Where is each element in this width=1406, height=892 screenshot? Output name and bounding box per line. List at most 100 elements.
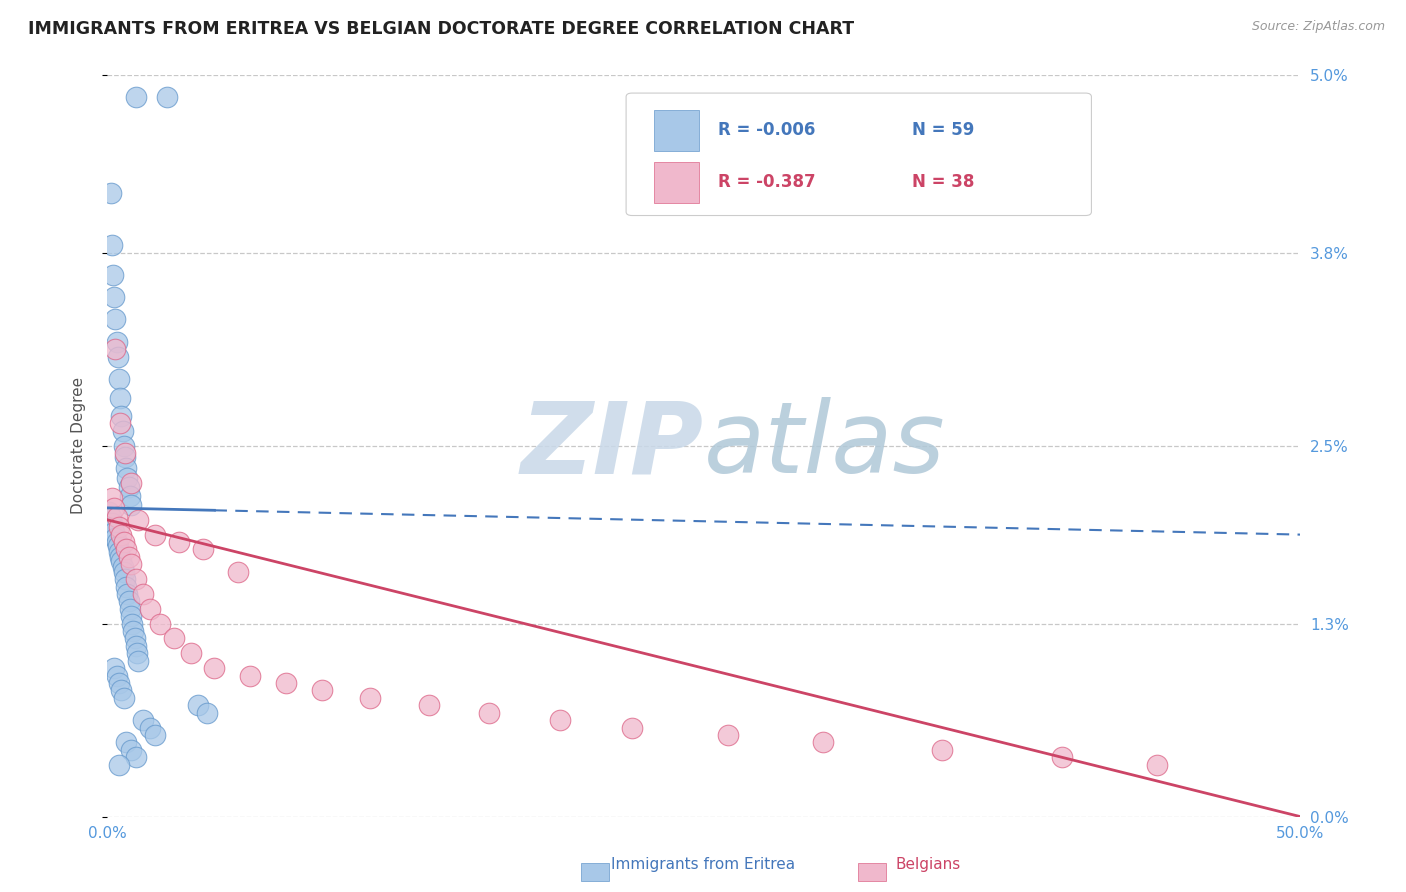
Point: [1050, 750, 1073, 764]
Point: [132, 587, 155, 601]
Point: [103, 661, 125, 675]
FancyBboxPatch shape: [654, 110, 699, 151]
Point: [139, 602, 162, 616]
Point: [121, 616, 143, 631]
Point: [125, 572, 148, 586]
Point: [101, 520, 124, 534]
Point: [114, 572, 136, 586]
FancyBboxPatch shape: [626, 93, 1091, 216]
Point: [117, 594, 139, 608]
Point: [108, 676, 131, 690]
Point: [103, 500, 125, 515]
Point: [125, 750, 148, 764]
Point: [139, 721, 162, 735]
Point: [125, 639, 148, 653]
Point: [100, 509, 122, 524]
Point: [311, 683, 333, 698]
Point: [811, 735, 834, 749]
Point: [132, 713, 155, 727]
Point: [118, 602, 141, 616]
Point: [98, 505, 121, 519]
Point: [274, 676, 297, 690]
Point: [110, 409, 132, 423]
Point: [115, 542, 138, 557]
Point: [118, 489, 141, 503]
Point: [108, 391, 131, 405]
Point: [931, 743, 953, 757]
Point: [108, 549, 131, 564]
Point: [103, 290, 125, 304]
Point: [110, 527, 132, 541]
Point: [110, 554, 132, 568]
Point: [148, 616, 170, 631]
Point: [115, 735, 138, 749]
Point: [112, 690, 135, 705]
Point: [108, 372, 131, 386]
Point: [124, 632, 146, 646]
Point: [239, 668, 262, 682]
Point: [187, 698, 209, 713]
Point: [108, 417, 131, 431]
Point: [111, 424, 134, 438]
Text: N = 38: N = 38: [912, 173, 974, 191]
Point: [143, 527, 166, 541]
Point: [120, 558, 142, 572]
Point: [120, 609, 142, 624]
Point: [103, 524, 125, 539]
Y-axis label: Doctorate Degree: Doctorate Degree: [72, 377, 86, 514]
Point: [105, 668, 128, 682]
Point: [204, 661, 226, 675]
Point: [100, 186, 122, 201]
Text: R = -0.387: R = -0.387: [718, 173, 815, 191]
Point: [101, 516, 124, 530]
Point: [115, 580, 138, 594]
Point: [104, 312, 127, 326]
Point: [117, 471, 139, 485]
Point: [108, 520, 131, 534]
FancyBboxPatch shape: [654, 161, 699, 202]
Point: [105, 334, 128, 349]
Point: [108, 757, 131, 772]
Point: [125, 90, 148, 104]
Point: [108, 545, 131, 559]
Point: [101, 491, 124, 505]
Point: [117, 587, 139, 601]
Text: R = -0.006: R = -0.006: [718, 121, 815, 139]
Point: [114, 446, 136, 460]
Point: [120, 743, 142, 757]
Point: [228, 565, 250, 579]
Point: [112, 565, 135, 579]
Point: [156, 90, 179, 104]
Point: [117, 549, 139, 564]
Point: [122, 624, 145, 638]
Point: [117, 480, 139, 494]
Point: [191, 542, 214, 557]
Point: [101, 268, 124, 282]
Point: [107, 350, 129, 364]
Point: [550, 713, 572, 727]
Point: [111, 560, 134, 574]
Point: [195, 706, 218, 720]
Point: [143, 728, 166, 742]
Point: [110, 683, 132, 698]
Point: [107, 540, 129, 554]
Point: [716, 728, 738, 742]
Point: [359, 690, 381, 705]
Text: Source: ZipAtlas.com: Source: ZipAtlas.com: [1251, 20, 1385, 33]
Point: [167, 535, 190, 549]
Text: IMMIGRANTS FROM ERITREA VS BELGIAN DOCTORATE DEGREE CORRELATION CHART: IMMIGRANTS FROM ERITREA VS BELGIAN DOCTO…: [28, 20, 855, 37]
Point: [112, 535, 135, 549]
Point: [105, 535, 128, 549]
Point: [114, 450, 136, 465]
Point: [125, 646, 148, 660]
Point: [104, 342, 127, 356]
Point: [115, 460, 138, 475]
Point: [180, 646, 202, 660]
Point: [1146, 757, 1168, 772]
Point: [120, 498, 142, 512]
Point: [101, 238, 124, 252]
Point: [120, 475, 142, 490]
Point: [127, 654, 149, 668]
Point: [478, 706, 501, 720]
Text: N = 59: N = 59: [912, 121, 974, 139]
